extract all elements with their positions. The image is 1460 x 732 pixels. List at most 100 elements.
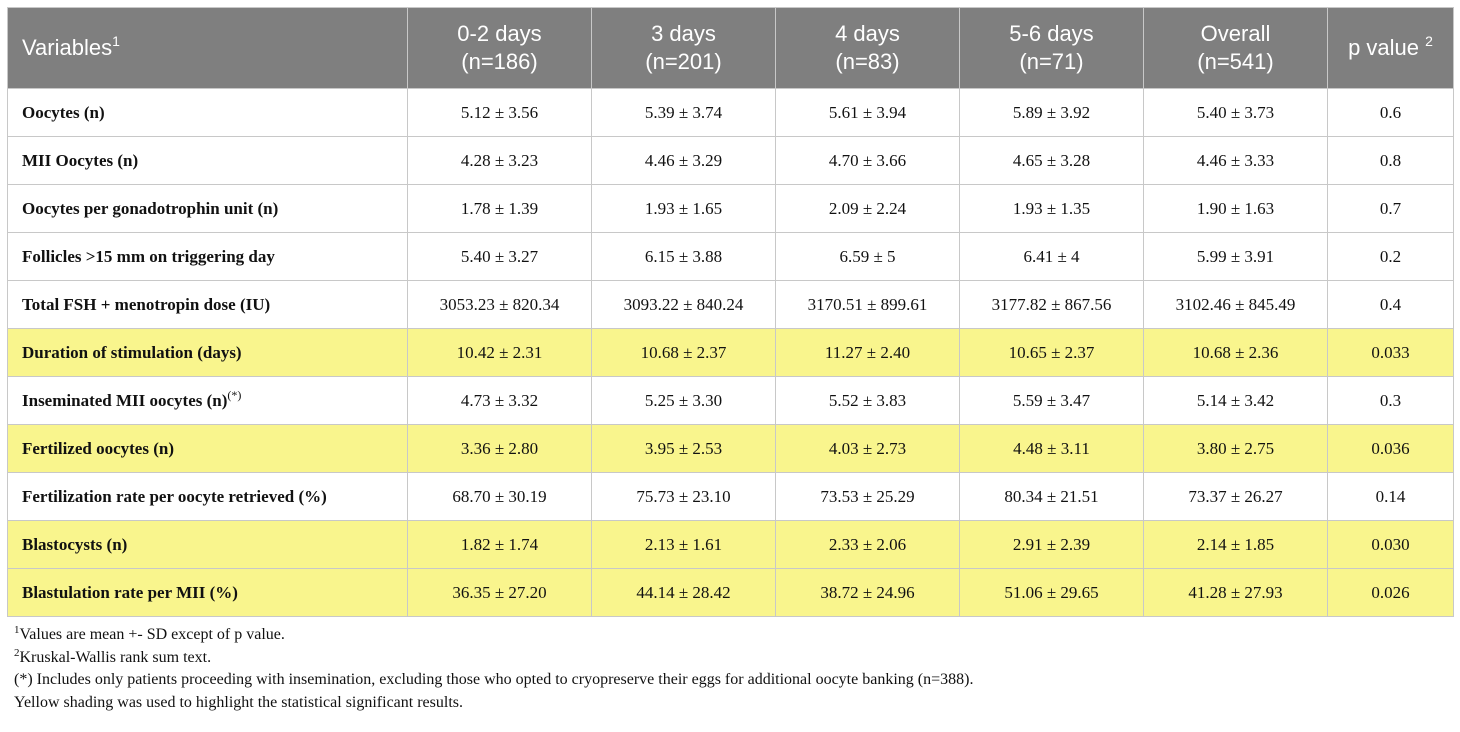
table-row: Oocytes (n) 5.12 ± 3.56 5.39 ± 3.74 5.61 ± …: [7, 88, 1454, 137]
table-row: MII Oocytes (n) 4.28 ± 3.23 4.46 ± 3.29 4.7…: [7, 136, 1454, 185]
value-cell: 3.80 ± 2.75: [1143, 424, 1328, 473]
value-cell: 2.33 ± 2.06: [775, 520, 960, 569]
value-cell: 4.46 ± 3.29: [591, 136, 776, 185]
header-col-3-line2: (n=71): [1019, 49, 1084, 74]
value-cell: 68.70 ± 30.19: [407, 472, 592, 521]
row-label-text: Blastocysts (n): [22, 534, 128, 554]
footnote-2: 2Kruskal-Wallis rank sum text.: [14, 647, 973, 670]
pvalue-cell: 0.6: [1327, 88, 1454, 137]
footnote-2-mark: 2: [14, 646, 20, 659]
value-cell: 75.73 ± 23.10: [591, 472, 776, 521]
row-label: Duration of stimulation (days): [7, 328, 408, 377]
header-col-1-line2: (n=201): [645, 49, 722, 74]
pvalue-cell: 0.2: [1327, 232, 1454, 281]
value-cell: 5.61 ± 3.94: [775, 88, 960, 137]
footnote-1: 1Values are mean +- SD except of p value…: [14, 624, 973, 647]
row-label-text: Fertilization rate per oocyte retrieved …: [22, 486, 327, 506]
pvalue-cell: 0.8: [1327, 136, 1454, 185]
table-row: Duration of stimulation (days) 10.42 ± 2.…: [7, 328, 1454, 377]
table-row: Fertilization rate per oocyte retrieved …: [7, 472, 1454, 521]
footnote-1-mark: 1: [14, 624, 20, 636]
table-body: Oocytes (n) 5.12 ± 3.56 5.39 ± 3.74 5.61 ± …: [7, 88, 1454, 617]
row-label-text: Duration of stimulation (days): [22, 342, 242, 362]
row-label-text: Blastulation rate per MII (%): [22, 582, 238, 602]
row-label-text: Follicles >15 mm on triggering day: [22, 246, 275, 266]
header-col-1-line1: 3 days: [651, 21, 716, 46]
value-cell: 5.14 ± 3.42: [1143, 376, 1328, 425]
row-label: Blastulation rate per MII (%): [7, 568, 408, 617]
table-row: Follicles >15 mm on triggering day 5.40 ±…: [7, 232, 1454, 281]
value-cell: 3170.51 ± 899.61: [775, 280, 960, 329]
row-label-sup: (*): [227, 387, 242, 402]
header-col-4: Overall (n=541): [1143, 7, 1328, 89]
value-cell: 4.48 ± 3.11: [959, 424, 1144, 473]
value-cell: 2.13 ± 1.61: [591, 520, 776, 569]
value-cell: 6.41 ± 4: [959, 232, 1144, 281]
header-pvalue-label: p value: [1348, 35, 1426, 60]
results-table-container: Variables1 0-2 days (n=186) 3 days (n=201)…: [7, 7, 1454, 617]
value-cell: 5.39 ± 3.74: [591, 88, 776, 137]
value-cell: 10.68 ± 2.36: [1143, 328, 1328, 377]
row-label-text: Inseminated MII oocytes (n): [22, 390, 228, 410]
pvalue-cell: 0.026: [1327, 568, 1454, 617]
header-pvalue: p value 2: [1327, 7, 1454, 89]
value-cell: 4.70 ± 3.66: [775, 136, 960, 185]
table-row: Blastulation rate per MII (%) 36.35 ± 27.…: [7, 568, 1454, 617]
row-label-text: Total FSH + menotropin dose (IU): [22, 294, 271, 314]
value-cell: 73.53 ± 25.29: [775, 472, 960, 521]
value-cell: 5.12 ± 3.56: [407, 88, 592, 137]
row-label-text: MII Oocytes (n): [22, 150, 139, 170]
row-label-text: Fertilized oocytes (n): [22, 438, 174, 458]
value-cell: 5.40 ± 3.27: [407, 232, 592, 281]
footnote-3: (*) Includes only patients proceeding wi…: [14, 671, 974, 688]
row-label: Total FSH + menotropin dose (IU): [7, 280, 408, 329]
value-cell: 6.15 ± 3.88: [591, 232, 776, 281]
value-cell: 10.42 ± 2.31: [407, 328, 592, 377]
value-cell: 5.52 ± 3.83: [775, 376, 960, 425]
header-variables: Variables1: [7, 7, 408, 89]
row-label: Inseminated MII oocytes (n)(*): [7, 376, 408, 425]
value-cell: 4.28 ± 3.23: [407, 136, 592, 185]
value-cell: 3053.23 ± 820.34: [407, 280, 592, 329]
header-col-4-line1: Overall: [1200, 21, 1271, 46]
pvalue-cell: 0.7: [1327, 184, 1454, 233]
table-row: Oocytes per gonadotrophin unit (n) 1.78 ±…: [7, 184, 1454, 233]
row-label: Blastocysts (n): [7, 520, 408, 569]
value-cell: 3102.46 ± 845.49: [1143, 280, 1328, 329]
value-cell: 1.78 ± 1.39: [407, 184, 592, 233]
value-cell: 6.59 ± 5: [775, 232, 960, 281]
row-label: Follicles >15 mm on triggering day: [7, 232, 408, 281]
value-cell: 2.91 ± 2.39: [959, 520, 1144, 569]
value-cell: 1.82 ± 1.74: [407, 520, 592, 569]
footnote-4: Yellow shading was used to highlight the…: [14, 693, 463, 711]
header-pvalue-sup: 2: [1425, 33, 1433, 49]
header-col-3-line1: 5-6 days: [1009, 21, 1094, 46]
header-col-0-line2: (n=186): [461, 49, 538, 74]
table-row: Fertilized oocytes (n) 3.36 ± 2.80 3.95 ± …: [7, 424, 1454, 473]
value-cell: 4.73 ± 3.32: [407, 376, 592, 425]
header-col-3: 5-6 days (n=71): [959, 7, 1144, 89]
value-cell: 44.14 ± 28.42: [591, 568, 776, 617]
value-cell: 73.37 ± 26.27: [1143, 472, 1328, 521]
value-cell: 80.34 ± 21.51: [959, 472, 1144, 521]
pvalue-cell: 0.4: [1327, 280, 1454, 329]
value-cell: 5.99 ± 3.91: [1143, 232, 1328, 281]
value-cell: 10.68 ± 2.37: [591, 328, 776, 377]
row-label-text: Oocytes per gonadotrophin unit (n): [22, 198, 279, 218]
value-cell: 3.36 ± 2.80: [407, 424, 592, 473]
value-cell: 41.28 ± 27.93: [1143, 568, 1328, 617]
value-cell: 3093.22 ± 840.24: [591, 280, 776, 329]
value-cell: 2.09 ± 2.24: [775, 184, 960, 233]
row-label: Oocytes per gonadotrophin unit (n): [7, 184, 408, 233]
row-label: Oocytes (n): [7, 88, 408, 137]
pvalue-cell: 0.033: [1327, 328, 1454, 377]
value-cell: 4.03 ± 2.73: [775, 424, 960, 473]
value-cell: 5.59 ± 3.47: [959, 376, 1144, 425]
value-cell: 5.25 ± 3.30: [591, 376, 776, 425]
value-cell: 11.27 ± 2.40: [775, 328, 960, 377]
value-cell: 2.14 ± 1.85: [1143, 520, 1328, 569]
pvalue-cell: 0.14: [1327, 472, 1454, 521]
value-cell: 3177.82 ± 867.56: [959, 280, 1144, 329]
value-cell: 5.40 ± 3.73: [1143, 88, 1328, 137]
value-cell: 5.89 ± 3.92: [959, 88, 1144, 137]
